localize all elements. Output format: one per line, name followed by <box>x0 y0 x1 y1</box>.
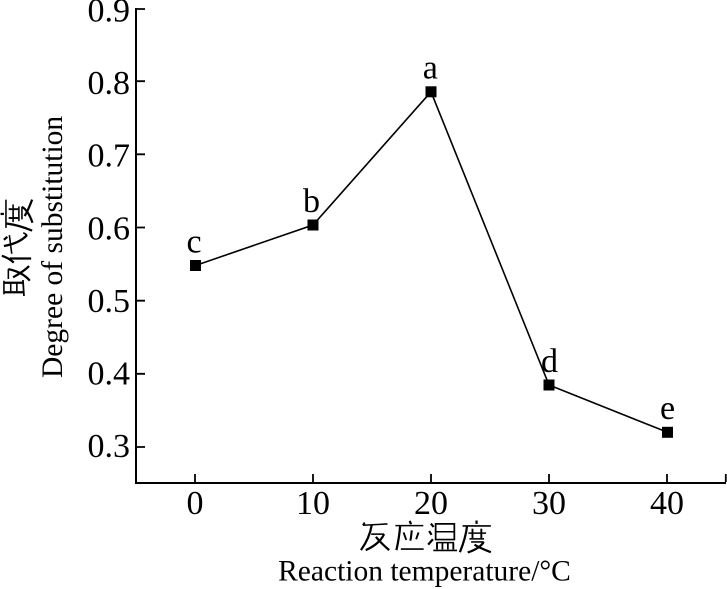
svg-text:0.6: 0.6 <box>88 210 131 247</box>
svg-text:10: 10 <box>296 485 330 522</box>
svg-text:0.9: 0.9 <box>88 0 131 30</box>
svg-text:Reaction temperature/°C: Reaction temperature/°C <box>278 556 571 588</box>
svg-text:d: d <box>541 343 558 380</box>
svg-text:0.4: 0.4 <box>88 355 131 392</box>
svg-text:0.5: 0.5 <box>88 283 131 320</box>
svg-text:20: 20 <box>414 485 448 522</box>
svg-text:b: b <box>303 183 320 220</box>
svg-text:0.7: 0.7 <box>88 138 131 175</box>
svg-text:Degree of substitution: Degree of substitution <box>37 116 69 378</box>
svg-text:30: 30 <box>532 485 566 522</box>
svg-text:0.8: 0.8 <box>88 65 131 102</box>
svg-text:c: c <box>186 224 201 261</box>
svg-text:e: e <box>660 390 675 427</box>
svg-text:0.3: 0.3 <box>88 428 131 465</box>
svg-text:0: 0 <box>187 485 204 522</box>
svg-text:a: a <box>423 50 438 87</box>
svg-text:40: 40 <box>650 485 684 522</box>
